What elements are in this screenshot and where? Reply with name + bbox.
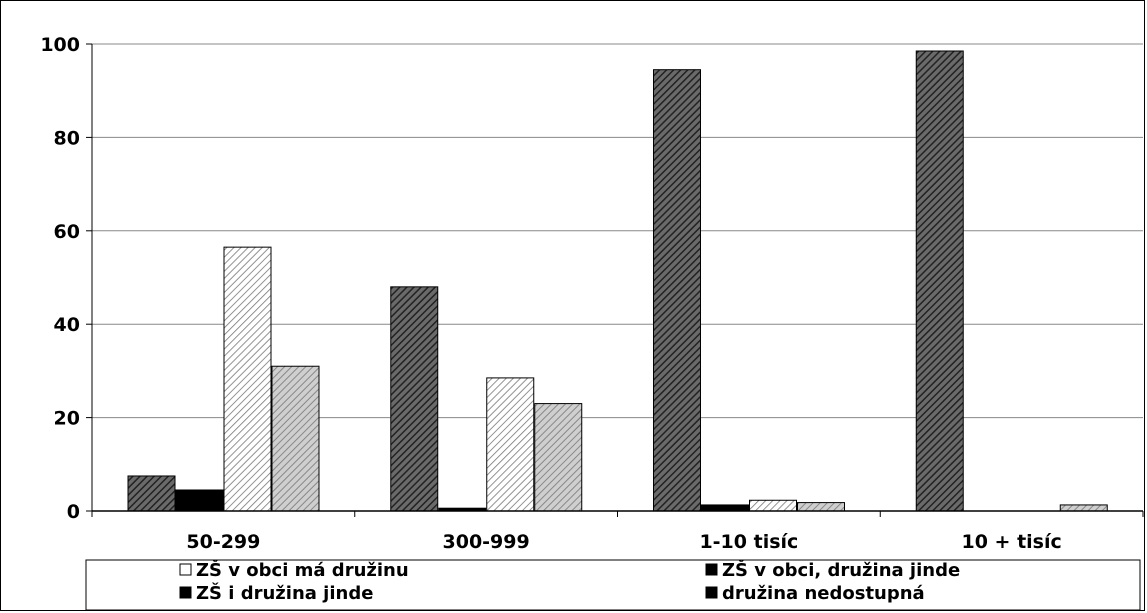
legend-label: ZŠ i družina jinde [196, 582, 373, 604]
bar [390, 286, 439, 512]
legend-label: ZŠ v obci, družina jinde [722, 559, 960, 581]
y-tick-label: 100 [40, 34, 80, 56]
bar [175, 489, 224, 512]
bar [701, 504, 749, 512]
bar [749, 499, 797, 512]
bar [915, 50, 964, 512]
bar [797, 502, 845, 512]
legend-swatch [705, 563, 718, 576]
x-tick-label: 10 + tisíc [961, 531, 1061, 553]
x-category-labels: 50-299 300-999 1-10 tisíc 10 + tisíc [186, 531, 1061, 553]
bar [271, 365, 320, 512]
bar [127, 475, 176, 512]
bar [486, 377, 535, 512]
legend-swatch [705, 586, 718, 599]
bar [223, 246, 272, 512]
x-tick-label: 50-299 [186, 531, 260, 553]
y-tick-label: 20 [54, 408, 80, 430]
bar [534, 403, 583, 512]
legend-swatch [179, 586, 192, 599]
y-tick-label: 40 [54, 314, 80, 336]
y-tick-label: 0 [67, 501, 80, 523]
y-tick-label: 80 [54, 127, 80, 149]
legend: ZŠ v obci má družinu ZŠ v obci, družina j… [85, 559, 1141, 611]
bars-group [127, 50, 1108, 512]
legend-label: ZŠ v obci má družinu [196, 559, 409, 581]
bar [653, 69, 701, 512]
legend-label: družina nedostupná [722, 583, 925, 604]
x-tick-label: 1-10 tisíc [699, 531, 798, 553]
y-tick-labels: 0 20 40 60 80 100 [40, 34, 80, 523]
bar [1059, 504, 1108, 512]
y-tick-label: 60 [54, 221, 80, 243]
axes [86, 43, 1144, 517]
legend-box [85, 559, 1141, 611]
legend-swatch [179, 563, 192, 576]
x-tick-label: 300-999 [443, 531, 530, 553]
